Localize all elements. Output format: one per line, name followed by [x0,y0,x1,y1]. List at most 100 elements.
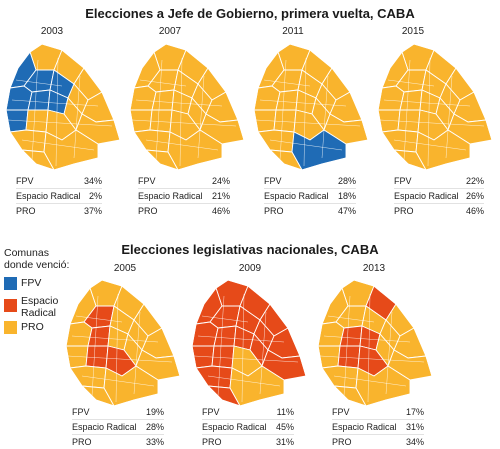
party-percent: 31% [275,437,294,447]
legend-label-line2: Radical [21,307,57,319]
result-row: PRO 46% [394,204,484,218]
results-2007: FPV 24% Espacio Radical 21% PRO 46% [138,174,230,218]
street-line [303,57,307,167]
result-row: Espacio Radical 21% [138,189,230,204]
party-percent: 45% [275,422,294,432]
result-row: PRO 47% [264,204,356,218]
city-outline [129,43,245,171]
result-row: FPV 22% [394,174,484,189]
street-line [403,59,411,161]
result-row: FPV 17% [332,405,424,420]
map-2003 [5,43,121,171]
legend-label-line1: Espacio [21,295,59,307]
map-comunas [6,44,120,170]
legend-item-espacio-radical: Espacio Radical [4,295,84,321]
party-percent: 19% [145,407,164,417]
result-row: FPV 24% [138,174,230,189]
legend-title-line1: Comunas [4,247,49,259]
city-outline [191,279,307,407]
party-percent: 34% [405,437,424,447]
result-row: Espacio Radical 2% [16,189,102,204]
street-line [73,75,81,159]
results-2011: FPV 28% Espacio Radical 18% PRO 47% [264,174,356,218]
legend-swatch-pro [4,321,17,334]
street-line [263,79,311,87]
party-percent: 37% [83,206,102,216]
party-percent: 46% [211,206,230,216]
street-line [139,79,187,87]
street-line [135,99,223,107]
legend-title-line2: donde venció: [4,259,70,271]
map-comunas [318,280,432,406]
result-row: PRO 31% [202,435,294,449]
street-line [193,355,299,363]
party-name: Espacio Radical [332,422,397,432]
result-row: Espacio Radical 18% [264,189,356,204]
party-name: PRO [202,437,222,447]
party-percent: 26% [465,191,484,201]
legend-item-fpv: FPV [4,277,84,295]
result-row: FPV 11% [202,405,294,420]
party-name: Espacio Radical [138,191,203,201]
street-line [343,295,351,397]
party-name: Espacio Radical [394,191,459,201]
party-percent: 11% [276,407,294,417]
map-comunas [192,280,306,406]
street-line [197,75,205,159]
street-line [387,79,435,87]
party-percent: 24% [211,176,230,186]
map-2013 [317,279,433,407]
result-row: PRO 37% [16,204,102,218]
map-2015 [377,43,493,171]
legend-label-fpv: FPV [21,277,42,289]
year-label-2011: 2011 [282,26,304,37]
result-row: PRO 46% [138,204,230,218]
party-name: PRO [264,206,284,216]
party-name: Espacio Radical [264,191,329,201]
street-line [319,355,425,363]
year-label-2003: 2003 [40,26,64,37]
party-name: FPV [138,176,156,186]
street-line [21,139,95,151]
map-comunas [378,44,492,170]
party-name: Espacio Radical [72,422,137,432]
street-line [115,293,119,403]
legend-item-pro: PRO [4,321,84,339]
street-line [427,57,431,167]
party-name: FPV [264,176,282,186]
party-name: FPV [332,407,350,417]
street-line [15,79,63,87]
street-line [71,335,159,343]
city-outline [377,43,493,171]
street-line [133,311,141,395]
street-line [131,119,237,127]
map-2005 [65,279,181,407]
street-line [217,295,225,397]
results-2015: FPV 22% Espacio Radical 26% PRO 46% [394,174,484,218]
street-line [201,315,249,323]
street-line [383,99,471,107]
street-line [91,295,99,397]
party-percent: 28% [337,176,356,186]
street-line [207,375,281,387]
year-label-2015: 2015 [401,26,425,37]
results-2003: FPV 34% Espacio Radical 2% PRO 37% [16,174,102,218]
street-line [255,119,361,127]
result-row: FPV 28% [264,174,356,189]
street-line [155,59,163,161]
map-comunas [254,44,368,170]
party-percent: 28% [145,422,164,432]
party-name: FPV [394,176,412,186]
party-name: FPV [16,176,34,186]
street-line [279,59,287,161]
legend-label-espacio-radical: Espacio Radical [21,295,58,319]
street-line [241,293,245,403]
result-row: Espacio Radical 31% [332,420,424,435]
street-line [259,99,347,107]
map-2011 [253,43,369,171]
street-line [75,315,123,323]
street-line [333,375,407,387]
street-line [11,99,99,107]
city-outline [317,279,433,407]
party-percent: 34% [83,176,102,186]
